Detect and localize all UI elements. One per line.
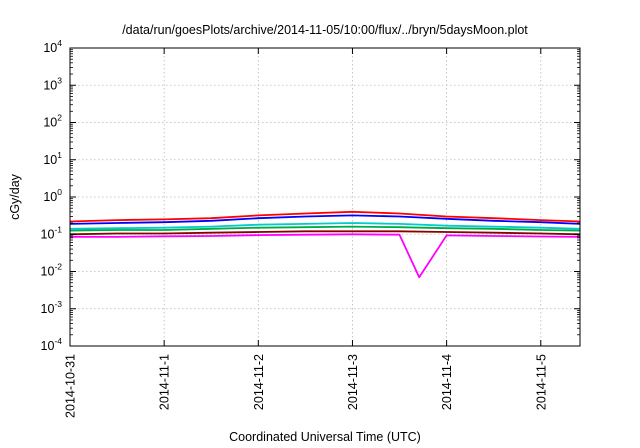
y-tick-label: 10-2 bbox=[41, 262, 63, 279]
series-line bbox=[69, 210, 581, 223]
x-axis-label: Coordinated Universal Time (UTC) bbox=[229, 430, 421, 444]
y-tick-label: 104 bbox=[43, 38, 62, 55]
y-tick-label: 100 bbox=[43, 187, 62, 204]
y-tick-label: 101 bbox=[43, 150, 62, 167]
y-tick-label: 10-1 bbox=[41, 224, 63, 241]
series-line bbox=[69, 214, 581, 225]
y-tick-label: 10-3 bbox=[41, 299, 63, 316]
x-tick-label: 2014-11-4 bbox=[440, 354, 454, 410]
x-tick-label: 2014-11-2 bbox=[252, 354, 266, 410]
series-line bbox=[69, 230, 581, 236]
series-line bbox=[69, 222, 581, 230]
y-tick-label: 102 bbox=[43, 113, 62, 130]
chart-title: /data/run/goesPlots/archive/2014-11-05/1… bbox=[122, 23, 528, 37]
x-tick-label: 2014-10-31 bbox=[64, 354, 78, 418]
x-axis: 2014-10-31 2014-11-1 2014-11-2 2014-11-3 201… bbox=[64, 48, 548, 418]
y-axis: 10-4 10-3 10-2 10-1 100 101 102 103 104 bbox=[41, 38, 580, 353]
series-line bbox=[69, 225, 581, 232]
series-group bbox=[69, 210, 581, 279]
grid-lines bbox=[70, 48, 580, 346]
x-tick-label: 2014-11-5 bbox=[534, 354, 548, 410]
x-tick-label: 2014-11-3 bbox=[346, 354, 360, 410]
y-tick-label: 10-4 bbox=[41, 336, 63, 353]
series-line bbox=[70, 233, 581, 279]
y-tick-label: 103 bbox=[43, 75, 62, 92]
y-axis-label: cGy/day bbox=[8, 173, 22, 220]
x-tick-label: 2014-11-1 bbox=[158, 354, 172, 410]
